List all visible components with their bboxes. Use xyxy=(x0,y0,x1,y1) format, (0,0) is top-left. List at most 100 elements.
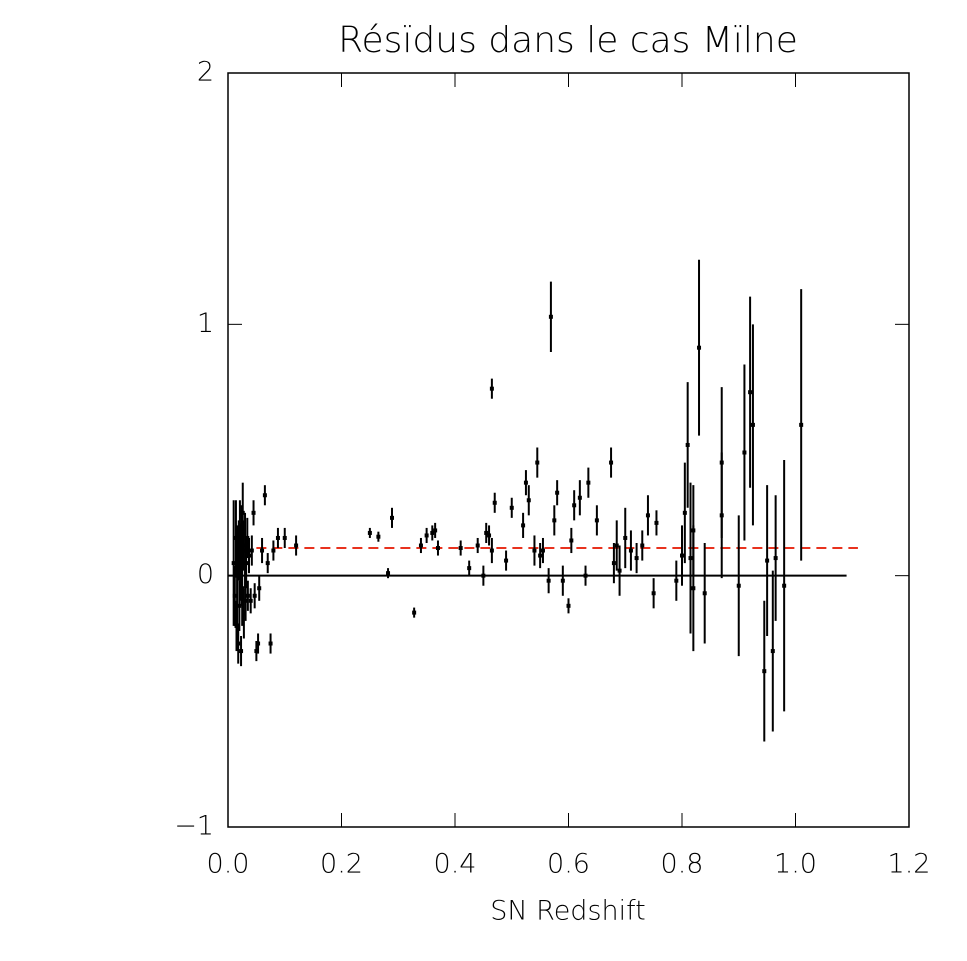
point xyxy=(412,610,417,615)
point xyxy=(532,548,537,553)
point xyxy=(386,571,391,576)
point xyxy=(418,543,423,548)
point xyxy=(260,548,265,553)
point xyxy=(248,598,253,603)
point xyxy=(467,566,472,571)
y-tick-label: −1 xyxy=(174,811,214,842)
point xyxy=(239,649,244,654)
point xyxy=(246,553,251,558)
point xyxy=(504,558,509,563)
point xyxy=(241,611,246,616)
point xyxy=(458,546,463,551)
point xyxy=(594,518,599,523)
x-tick-label: 0.2 xyxy=(320,849,363,880)
point xyxy=(238,561,243,566)
point xyxy=(634,556,639,561)
point xyxy=(577,495,582,500)
point xyxy=(241,543,246,548)
point xyxy=(535,460,540,465)
point xyxy=(583,573,588,578)
point xyxy=(424,533,429,538)
x-tick-label: 1.0 xyxy=(774,849,817,880)
point xyxy=(433,528,438,533)
point xyxy=(481,573,486,578)
point xyxy=(235,573,240,578)
point xyxy=(611,561,616,566)
point xyxy=(249,548,254,553)
point xyxy=(282,535,287,540)
point xyxy=(765,558,770,563)
point xyxy=(702,591,707,596)
point xyxy=(236,548,241,553)
x-tick-label: 0.8 xyxy=(661,849,704,880)
point xyxy=(628,548,633,553)
point xyxy=(240,510,245,515)
point xyxy=(645,513,650,518)
x-tick-label: 0.4 xyxy=(434,849,477,880)
point xyxy=(654,520,659,525)
point xyxy=(691,586,696,591)
point xyxy=(674,578,679,583)
point xyxy=(640,543,645,548)
point xyxy=(540,548,545,553)
point xyxy=(367,530,372,535)
point xyxy=(566,603,571,608)
point xyxy=(244,561,249,566)
point xyxy=(268,641,273,646)
x-axis-label: SN Redshift xyxy=(490,896,646,927)
y-tick-label: 1 xyxy=(197,308,214,339)
point xyxy=(770,649,775,654)
point xyxy=(484,530,489,535)
point xyxy=(748,390,753,395)
point xyxy=(232,593,237,598)
point xyxy=(509,505,514,510)
point xyxy=(736,583,741,588)
point xyxy=(376,534,381,539)
point xyxy=(262,493,267,498)
x-tick-label: 0.6 xyxy=(547,849,590,880)
point xyxy=(245,535,250,540)
point xyxy=(487,533,492,538)
point xyxy=(548,314,553,319)
point xyxy=(430,530,435,535)
point xyxy=(691,528,696,533)
x-tick-label: 0.0 xyxy=(207,849,250,880)
point xyxy=(236,641,241,646)
chart-title: Résïdus dans le cas Mïlne xyxy=(338,20,798,61)
point xyxy=(614,543,619,548)
point xyxy=(555,490,560,495)
point xyxy=(560,578,565,583)
y-tick-label: 2 xyxy=(197,57,214,88)
point xyxy=(719,513,724,518)
point xyxy=(617,568,622,573)
point xyxy=(762,669,767,674)
point xyxy=(243,598,248,603)
plot-frame xyxy=(227,72,910,828)
point xyxy=(546,578,551,583)
point xyxy=(265,561,270,566)
point xyxy=(231,561,236,566)
point xyxy=(271,548,276,553)
point xyxy=(390,515,395,520)
point xyxy=(682,510,687,515)
point xyxy=(623,535,628,540)
point xyxy=(492,500,497,505)
point xyxy=(651,591,656,596)
point xyxy=(538,553,543,558)
point xyxy=(799,422,804,427)
point xyxy=(489,386,494,391)
point xyxy=(572,503,577,508)
point xyxy=(680,553,684,558)
point xyxy=(254,649,259,654)
point xyxy=(475,543,480,548)
point xyxy=(609,460,614,465)
point xyxy=(275,535,280,540)
x-tick-label: 1.2 xyxy=(888,849,931,880)
point xyxy=(569,538,574,543)
point xyxy=(742,450,747,455)
point xyxy=(237,603,242,608)
point xyxy=(523,480,528,485)
point xyxy=(685,442,690,447)
point xyxy=(552,518,557,523)
point xyxy=(526,498,531,503)
